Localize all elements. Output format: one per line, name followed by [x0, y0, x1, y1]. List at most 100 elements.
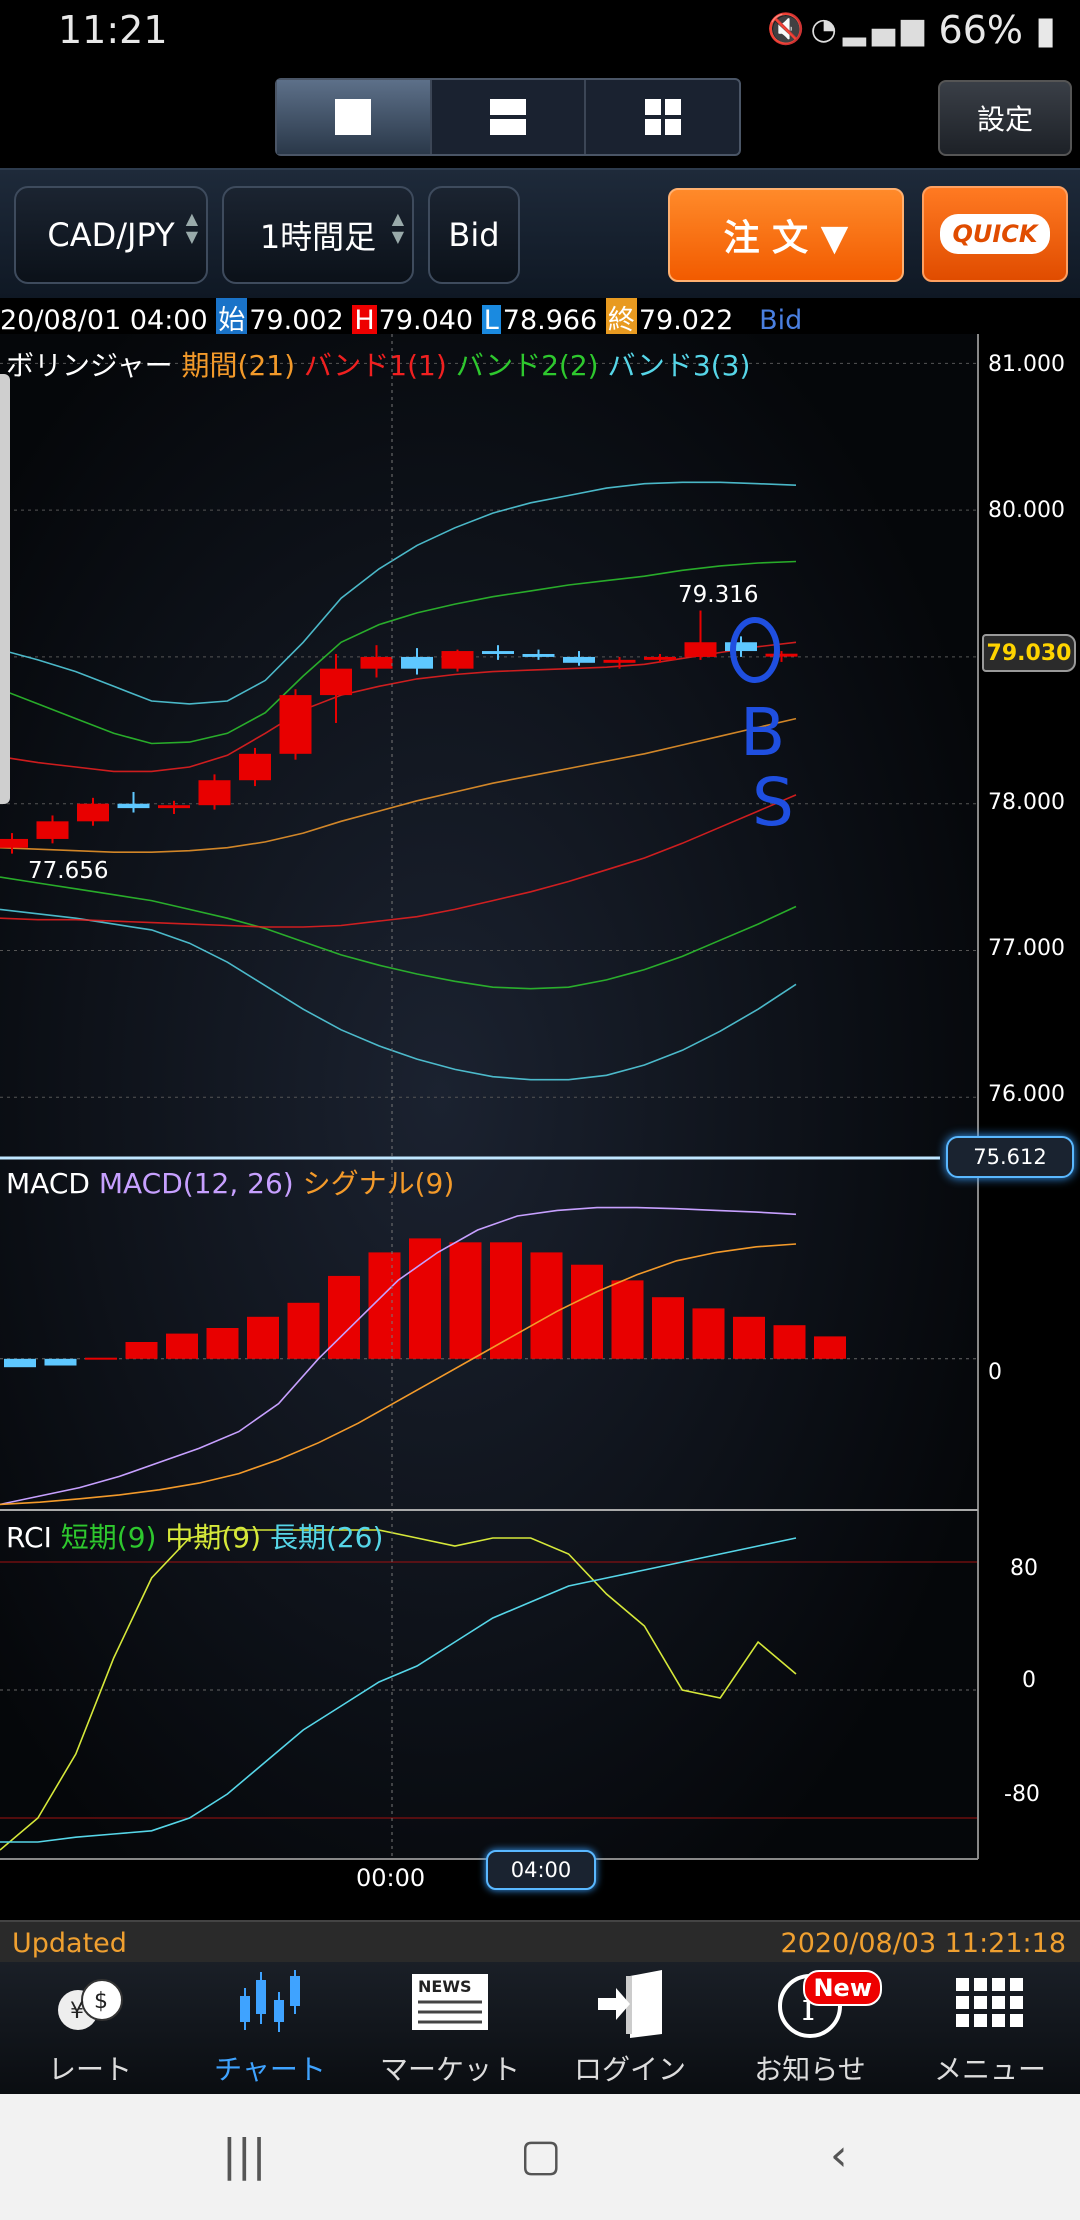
rci-mid-label: 中期(9)	[165, 1521, 262, 1554]
high-tag: H	[352, 305, 377, 336]
order-button[interactable]: 注 文 ▼	[668, 188, 904, 282]
macd-name: MACD	[6, 1167, 90, 1200]
update-timestamp: 2020/08/03 11:21:18	[780, 1928, 1066, 1959]
system-nav-bar: ||| ▢ ‹	[0, 2094, 1080, 2220]
price-tick: 81.000	[988, 352, 1065, 377]
macd-panel	[0, 1206, 978, 1506]
time-cursor-tag[interactable]: 04:00	[486, 1850, 596, 1890]
menu-grid-cell	[956, 1978, 969, 1991]
handwritten-circle	[730, 617, 780, 683]
mute-icon: 🔇	[767, 12, 811, 47]
macd-histogram-bar	[773, 1325, 806, 1359]
menu-grid-cell	[1010, 1978, 1023, 1991]
battery-percent: 66%	[938, 8, 1023, 52]
quick-order-button[interactable]: QUICK	[922, 186, 1068, 282]
bottom-nav: ¥ $ レート チャート NEWS マーケット ログイン i お知らせ New メ…	[0, 1962, 1080, 2094]
side-drawer-handle[interactable]	[0, 374, 10, 804]
wifi-icon: ◔	[810, 12, 843, 47]
recent-apps-icon[interactable]: |||	[222, 2130, 267, 2181]
chart-area[interactable]: ボリンジャー 期間(21) バンド1(1) バンド2(2) バンド3(3) MA…	[0, 334, 1080, 1924]
nav-menu[interactable]: メニュー	[900, 1962, 1080, 2094]
nav-rate[interactable]: ¥ $ レート	[0, 1962, 180, 2094]
rci-tick-80: 80	[1010, 1556, 1038, 1581]
crosshair-price-tag[interactable]: 75.612	[946, 1136, 1074, 1178]
bollinger-band2: バンド2(2)	[455, 349, 599, 382]
svg-text:¥: ¥	[70, 1999, 84, 2024]
grid-lines	[0, 362, 978, 1098]
battery-indicator: 66% ▮	[939, 8, 1056, 52]
grid-layout-button[interactable]	[586, 80, 739, 154]
menu-grid-cell	[974, 2014, 987, 2027]
spinner-icon: ▲ ▼	[391, 209, 404, 246]
current-price-tag: 79.030	[982, 634, 1076, 672]
rci-panel	[0, 1529, 978, 1851]
open-tag: 始	[216, 298, 248, 337]
price-tick: 80.000	[988, 498, 1065, 523]
macd-legend: MACD MACD(12, 26) シグナル(9)	[6, 1162, 454, 1202]
login-icon	[598, 1970, 662, 2038]
settings-button[interactable]: 設定	[938, 80, 1072, 156]
menu-grid-cell	[992, 2014, 1005, 2027]
macd-series-label: MACD(12, 26)	[98, 1167, 294, 1200]
candle-body	[603, 659, 636, 663]
back-icon[interactable]: ‹	[830, 2130, 848, 2181]
rci-tick-minus80: -80	[1004, 1782, 1040, 1807]
macd-histogram-bar	[166, 1333, 198, 1359]
macd-histogram-bar	[733, 1316, 765, 1359]
macd-histogram-bar	[44, 1358, 77, 1366]
macd-histogram-bar	[368, 1252, 401, 1359]
signal-icon: ▂▄▆	[842, 12, 930, 47]
macd-histogram-bar	[530, 1252, 563, 1359]
rci-short-label: 短期(9)	[60, 1521, 157, 1554]
split-layout-button[interactable]	[432, 80, 587, 154]
price-type-button[interactable]: Bid	[428, 186, 520, 284]
menu-grid-cell	[956, 2014, 969, 2027]
pair-selector[interactable]: CAD/JPY ▲ ▼	[14, 186, 208, 284]
nav-info[interactable]: i お知らせ New	[720, 1962, 900, 2094]
macd-line-signal	[0, 1243, 797, 1506]
nav-market-label: マーケット	[379, 2053, 520, 2086]
candle-body	[563, 656, 595, 663]
nav-info-label: お知らせ	[754, 2053, 866, 2086]
update-status-bar: Updated 2020/08/03 11:21:18	[0, 1920, 1080, 1964]
candle-body	[320, 668, 352, 696]
band-lower1	[0, 794, 797, 928]
macd-histogram-bar	[652, 1297, 684, 1359]
single-layout-button[interactable]	[277, 80, 432, 154]
nav-rate-label: レート	[47, 2053, 132, 2086]
menu-grid-cell	[974, 1978, 987, 1991]
macd-zero-tick: 0	[988, 1360, 1002, 1385]
nav-market[interactable]: NEWS マーケット	[360, 1962, 540, 2094]
bollinger-name: ボリンジャー	[6, 349, 173, 382]
low-tag: L	[481, 305, 501, 336]
candlesticks	[0, 610, 798, 854]
chart-toolbar: CAD/JPY ▲ ▼ 1時間足 ▲ ▼ Bid 注 文 ▼ QUICK	[0, 168, 1080, 298]
macd-histogram-bar	[571, 1264, 603, 1359]
candle-body	[77, 803, 109, 822]
candle-body	[360, 656, 393, 669]
candle-body	[0, 838, 28, 848]
timeframe-label: 1時間足	[259, 218, 377, 256]
home-icon[interactable]: ▢	[520, 2130, 562, 2181]
two-pane-icon	[490, 99, 526, 135]
price-tick: 78.000	[988, 790, 1065, 815]
price-tick: 76.000	[988, 1082, 1065, 1107]
status-time: 11:21	[58, 8, 168, 52]
rci-tick-0: 0	[1022, 1668, 1036, 1693]
nav-login[interactable]: ログイン	[540, 1962, 720, 2094]
timeframe-selector[interactable]: 1時間足 ▲ ▼	[222, 186, 414, 284]
chart-background	[0, 334, 978, 1859]
high-value: 79.040	[378, 305, 474, 336]
nav-chart[interactable]: チャート	[180, 1962, 360, 2094]
macd-histogram-bar	[125, 1342, 158, 1359]
time-label-0000: 00:00	[356, 1864, 426, 1892]
candle-body	[239, 753, 271, 781]
macd-line-macd	[0, 1206, 797, 1506]
menu-grid-cell	[992, 1978, 1005, 1991]
band-lower2	[0, 876, 797, 990]
rci-line-long	[0, 1537, 797, 1843]
candle-body	[279, 695, 312, 754]
bollinger-legend: ボリンジャー 期間(21) バンド1(1) バンド2(2) バンド3(3)	[6, 344, 750, 384]
band-lower3	[0, 908, 797, 1081]
battery-icon: ▮	[1035, 8, 1056, 52]
